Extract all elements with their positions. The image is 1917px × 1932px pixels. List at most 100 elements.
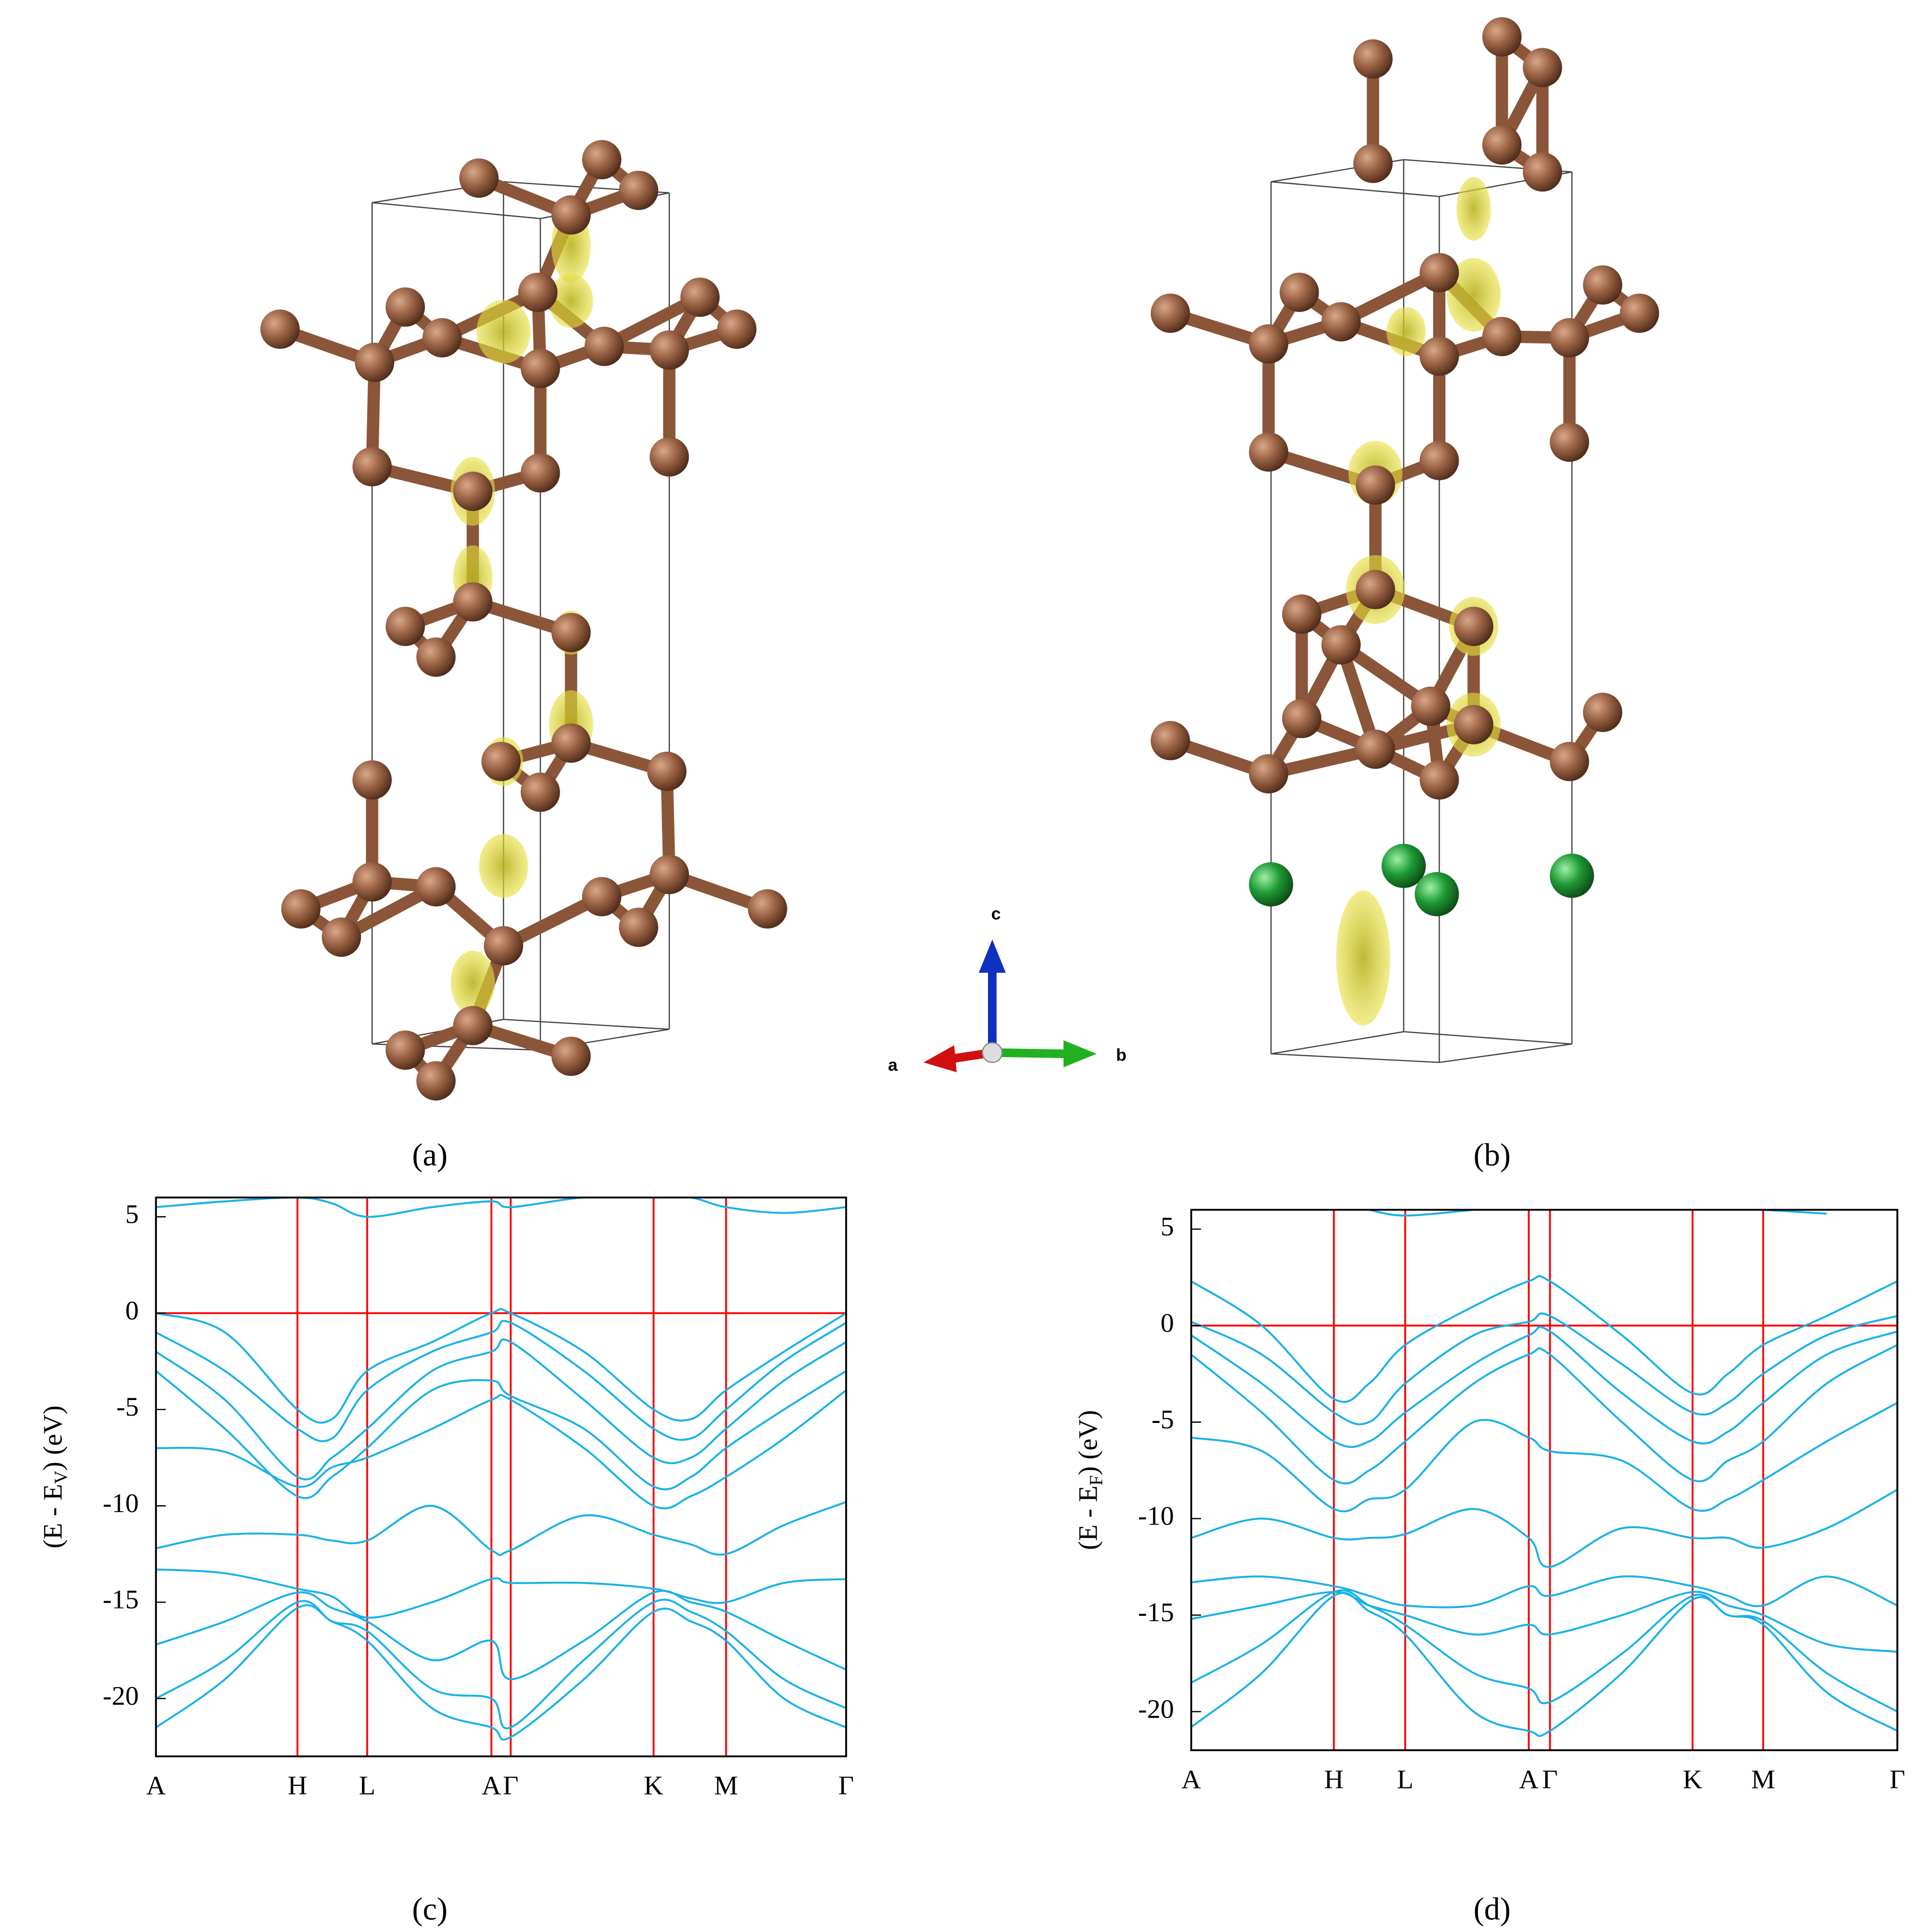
atom	[551, 723, 591, 763]
atom	[481, 741, 521, 781]
y-tick-label: 5	[1160, 1212, 1174, 1241]
atom-green	[1381, 844, 1426, 888]
x-tick-label: A	[482, 1771, 501, 1800]
atom	[416, 867, 456, 907]
cell-edge	[1271, 181, 1440, 197]
charge-density	[451, 950, 495, 1015]
crystal-axes: c a b	[888, 905, 1126, 1075]
atom	[551, 613, 591, 652]
atom	[1282, 699, 1322, 739]
band-chart: 50-5-10-15-20A H L A Γ K M Γ(E - EF) (eV)	[1073, 1209, 1905, 1794]
atom	[352, 760, 392, 800]
x-tick-label: L	[359, 1771, 376, 1800]
band-line	[156, 1568, 846, 1619]
atom	[385, 287, 425, 327]
plot-area	[1191, 1210, 1898, 1750]
charge-density	[1336, 890, 1390, 1026]
y-tick-label: 0	[125, 1295, 139, 1325]
y-tick-label: -15	[103, 1585, 139, 1614]
y-tick-label: -20	[103, 1681, 139, 1711]
y-axis-label: (E - EV) (eV)	[38, 1405, 71, 1549]
y-axis-label-part: (E - E	[38, 1484, 67, 1548]
band-line	[1191, 1344, 1898, 1485]
cell-edge	[1439, 1043, 1572, 1063]
y-axis-label: (E - EF) (eV)	[1073, 1410, 1106, 1550]
x-tick-label: A	[1181, 1764, 1201, 1794]
atom	[647, 752, 687, 791]
y-axis-label-sub: V	[51, 1471, 71, 1484]
atom	[551, 195, 591, 235]
band-line	[156, 1389, 846, 1510]
atom	[322, 917, 361, 957]
cell-edge	[1271, 1031, 1404, 1055]
atom	[1454, 606, 1494, 646]
cell-edge	[372, 202, 541, 220]
band-line	[1191, 1575, 1898, 1609]
band-line	[156, 1598, 846, 1729]
band-line	[156, 1501, 846, 1556]
atom	[352, 447, 392, 487]
charge-density	[1446, 258, 1501, 332]
x-tick-label: M	[1751, 1764, 1775, 1794]
atom	[1249, 432, 1289, 472]
atom	[1355, 465, 1395, 505]
atom	[355, 342, 395, 382]
atom	[1249, 324, 1289, 364]
y-tick-label: -10	[103, 1488, 139, 1518]
atom	[422, 318, 462, 358]
charge-density	[476, 300, 531, 364]
atom	[551, 1036, 591, 1076]
atom	[1522, 152, 1562, 192]
atom	[1619, 293, 1659, 333]
axis-a-label: a	[888, 1056, 898, 1075]
x-tick-label: Γ	[1890, 1764, 1905, 1794]
atom	[582, 140, 622, 180]
band-line	[1191, 1326, 1898, 1448]
atom	[484, 926, 523, 966]
atom	[416, 637, 456, 677]
atom	[385, 606, 425, 646]
structures	[260, 17, 1659, 1101]
atom	[1355, 569, 1395, 609]
atom-green	[1550, 853, 1594, 898]
atom	[453, 582, 493, 622]
atom	[1550, 741, 1589, 781]
band-line	[156, 1370, 846, 1499]
band-chart: 50-5-10-15-20A H L A Γ K M Γ(E - EV) (eV)	[38, 1196, 854, 1800]
atom	[1482, 17, 1522, 57]
band-line	[156, 1590, 846, 1681]
panel-label: (d)	[1474, 1892, 1511, 1927]
y-axis-label-part: ) (eV)	[1073, 1410, 1102, 1475]
atom	[1321, 625, 1361, 665]
plot-area	[156, 1197, 846, 1757]
atom	[518, 272, 558, 312]
panel-label: (a)	[412, 1138, 448, 1173]
band-line	[156, 1307, 846, 1424]
atom	[1279, 272, 1319, 312]
atom	[352, 862, 392, 902]
cell-edge	[1271, 1053, 1440, 1063]
atom	[582, 877, 622, 916]
y-tick-label: -15	[1138, 1597, 1174, 1627]
band-line	[156, 1197, 846, 1218]
y-tick-label: 5	[125, 1199, 139, 1229]
atom	[1151, 293, 1190, 333]
charge-density	[1386, 307, 1426, 357]
cell-edge	[1404, 1031, 1572, 1045]
band-line	[1191, 1591, 1898, 1737]
atom	[260, 309, 300, 349]
atom-green	[1414, 872, 1459, 916]
panel-label: (c)	[412, 1892, 448, 1927]
atom	[1249, 754, 1289, 794]
x-tick-label: H	[1324, 1764, 1344, 1794]
atom	[520, 772, 560, 812]
atom	[619, 170, 659, 210]
atom	[459, 158, 499, 198]
axis-b-label: b	[1116, 1046, 1127, 1065]
band-line	[1191, 1489, 1898, 1568]
atom	[1583, 265, 1623, 305]
band-line	[156, 1604, 846, 1741]
plot-frame	[155, 1196, 847, 1758]
